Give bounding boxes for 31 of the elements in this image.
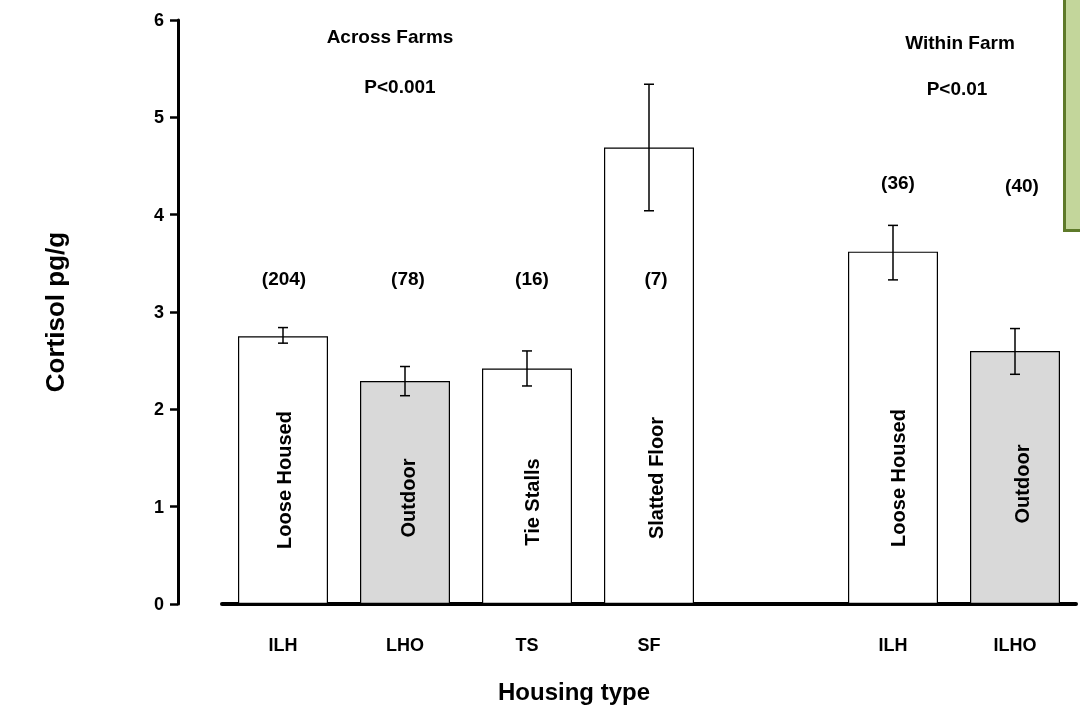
x-tick-label: ILHO (993, 635, 1037, 655)
annotation: (78) (391, 267, 425, 289)
x-tick-label: SF (637, 635, 661, 655)
annotation: (204) (261, 267, 307, 289)
annotation: Within Farm (905, 31, 1015, 53)
y-tick-label: 1 (153, 496, 164, 517)
y-tick-label: 2 (153, 399, 164, 420)
annotation: (36) (881, 171, 915, 193)
annotation: (40) (1005, 174, 1039, 196)
annotation: (7) (644, 267, 668, 289)
y-tick-label: 3 (153, 302, 164, 322)
annotation: Loose Housed (273, 411, 295, 549)
y-tick-label: 5 (153, 107, 164, 128)
y-tick-label: 0 (153, 594, 164, 614)
x-tick-label: LHO (386, 635, 424, 655)
annotation: Slatted Floor (645, 416, 667, 540)
annotation: Outdoor (1011, 444, 1033, 524)
annotation: Loose Housed (887, 409, 909, 547)
annotation: Tie Stalls (521, 458, 543, 546)
y-axis-title: Cortisol pg/g (40, 231, 70, 393)
annotation: Outdoor (397, 458, 419, 538)
x-tick-label: ILH (878, 635, 908, 655)
annotation: P<0.001 (364, 75, 437, 97)
x-axis-title: Housing type (497, 677, 651, 705)
annotation: Across Farms (326, 25, 454, 47)
x-tick-label: ILH (268, 635, 298, 655)
y-tick-label: 6 (153, 10, 164, 30)
y-tick-label: 4 (153, 204, 164, 225)
annotation: (16) (515, 267, 549, 289)
x-tick-label: TS (515, 635, 539, 655)
annotation: P<0.01 (926, 77, 988, 99)
